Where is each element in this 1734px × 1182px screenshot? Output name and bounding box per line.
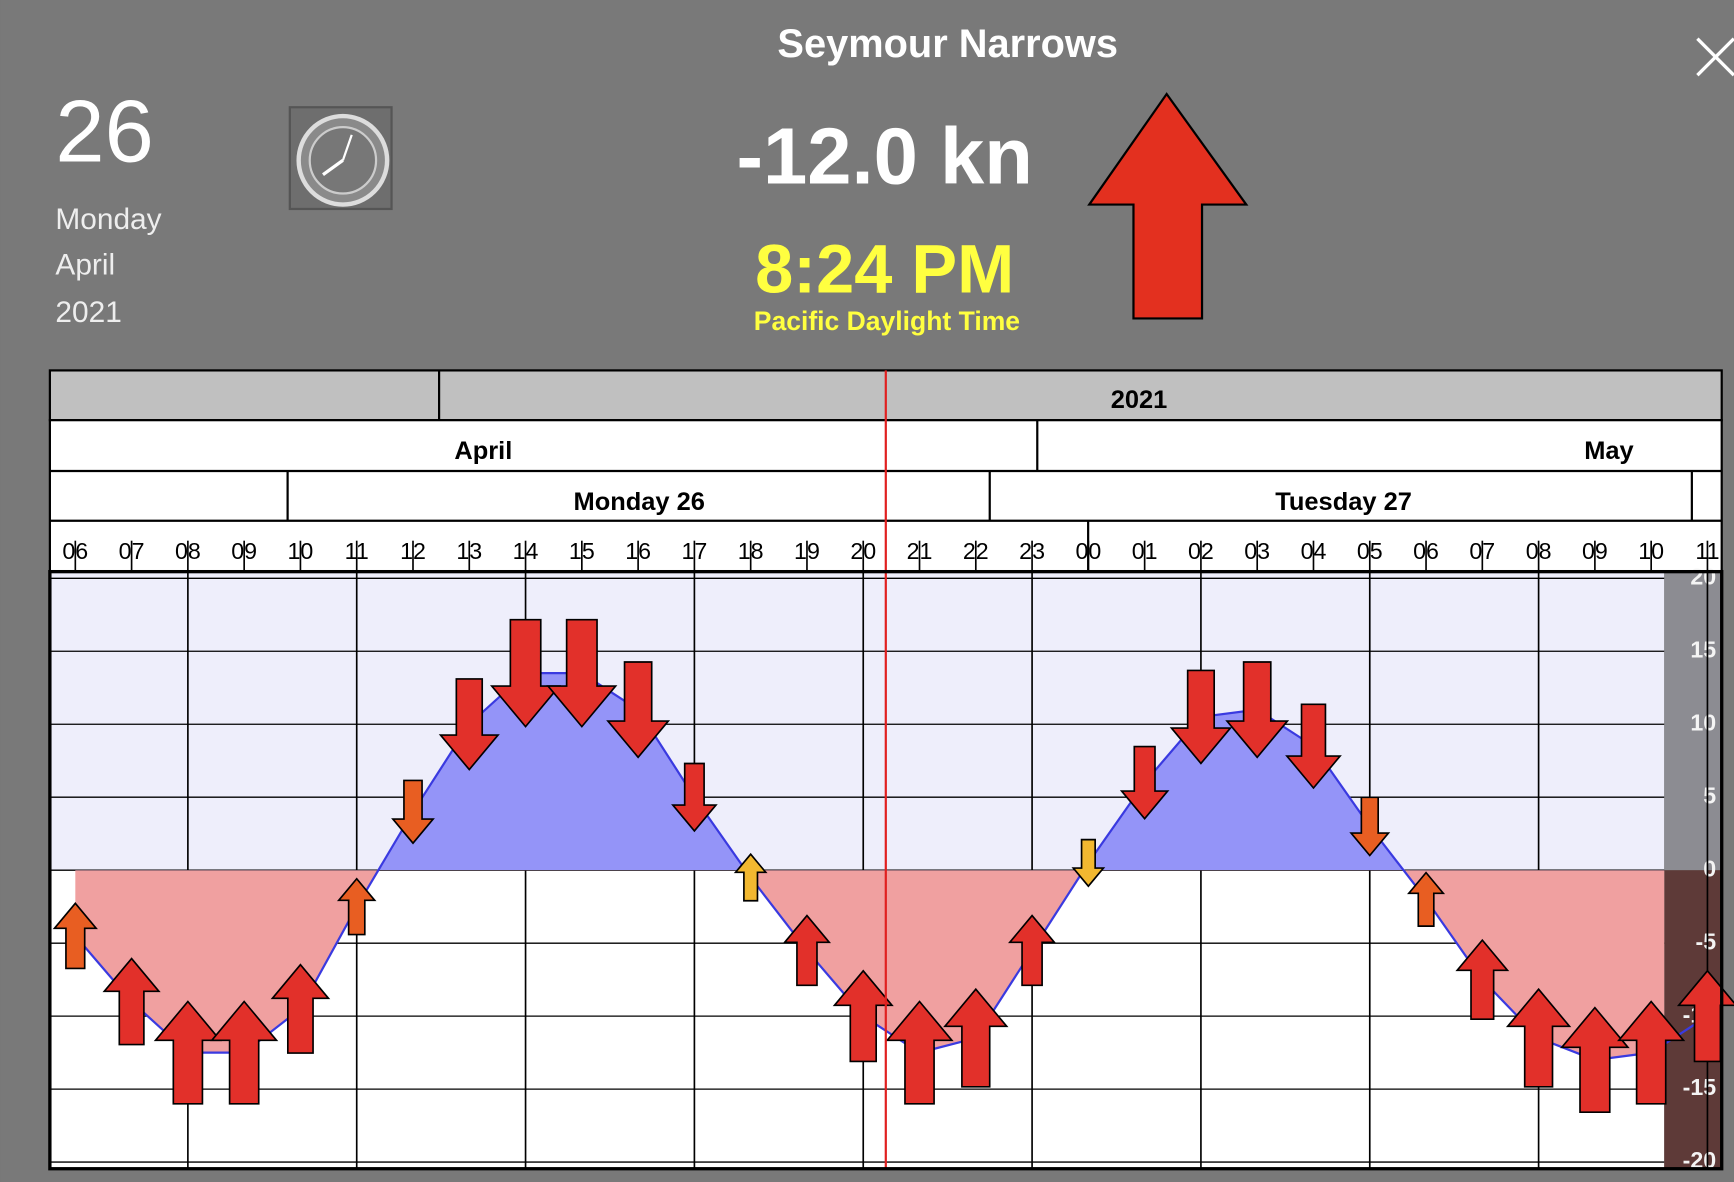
current-arrow [782,914,832,987]
current-arrow [1071,838,1106,888]
axis-strip [1664,571,1722,871]
y-tick-label: -5 [1696,928,1717,954]
timeline-year: 2021 [1111,386,1168,414]
x-tick-label: 03 [1244,538,1270,564]
current-arrow [438,678,500,771]
current-arrow [1560,1006,1630,1114]
current-arrow [1225,661,1290,759]
weekday: Monday [55,203,161,236]
x-tick-label: 04 [1301,538,1327,564]
x-tick-label: 10 [288,538,314,564]
x-tick-label: 20 [850,538,876,564]
y-tick-label: 20 [1690,563,1716,589]
y-tick-label: 15 [1690,636,1716,662]
x-tick-label: 13 [456,538,482,564]
y-tick-label: 0 [1703,855,1716,881]
clock-button[interactable] [288,106,393,211]
current-arrow [606,661,671,759]
day-number: 26 [55,82,153,181]
x-tick-label: 11 [1695,538,1719,564]
plot-frame [48,569,1724,1171]
current-arrow [1407,871,1446,927]
x-tick-label: 18 [738,538,764,564]
x-tick-label: 06 [1413,538,1439,564]
current-arrow [546,618,618,728]
time-zone: Pacific Daylight Time [754,306,1020,336]
x-tick-label: 07 [119,538,145,564]
flood-area [75,870,1665,1060]
current-time: 8:24 PM [755,230,1014,307]
timeline-day: Tuesday 27 [1275,488,1412,516]
timeline-day: Monday 26 [574,488,705,516]
x-tick-label: 15 [569,538,595,564]
current-arrow [1455,938,1510,1021]
current-arrow [52,902,98,970]
x-tick-label: 21 [907,538,933,564]
current-arrow [1505,987,1572,1088]
month: April [55,248,115,281]
x-tick-label: 08 [175,538,201,564]
timeline-month: April [454,437,512,465]
x-tick-label: 09 [1582,538,1608,564]
current-arrow [832,969,894,1063]
x-tick-label: 12 [400,538,426,564]
x-tick-label: 16 [625,538,651,564]
current-arrow [153,1000,222,1105]
x-tick-label: 05 [1357,538,1383,564]
current-arrow [1349,796,1391,857]
current-arrow [210,1000,279,1105]
current-arrow [490,618,562,728]
x-tick-label: 22 [963,538,989,564]
current-arrow [1119,745,1170,820]
x-tick-label: 10 [1638,538,1664,564]
ebb-zone [49,571,1665,871]
current-arrow [391,779,435,845]
current-arrow [671,762,718,833]
x-tick-label: 02 [1188,538,1214,564]
station-title: Seymour Narrows [777,22,1118,66]
x-tick-label: 19 [794,538,820,564]
current-arrow [102,957,161,1046]
current-arrow [1617,1000,1686,1105]
timeline-month: May [1584,437,1633,465]
x-tick-label: 14 [513,538,539,564]
current-arrow [270,963,331,1054]
current-arrow [336,877,377,936]
x-tick-label: 23 [1019,538,1045,564]
current-arrow [1169,669,1233,765]
y-tick-label: -15 [1683,1074,1717,1100]
x-tick-label: 07 [1469,538,1495,564]
close-button[interactable] [1696,37,1734,77]
year: 2021 [55,296,121,329]
x-tick-label: 17 [681,538,707,564]
current-arrow [885,1000,954,1105]
x-tick-label: 11 [345,538,369,564]
current-arrow [1285,703,1342,790]
x-tick-label: 09 [231,538,257,564]
current-arrow [733,852,768,902]
x-tick-label: 08 [1526,538,1552,564]
x-tick-label: 06 [62,538,88,564]
current-arrow [943,987,1009,1088]
direction-arrow [1087,92,1249,320]
y-tick-label: 5 [1703,782,1716,808]
x-tick-label: 00 [1075,538,1101,564]
current-speed: -12.0 kn [736,112,1032,201]
current-arrow [1008,914,1057,987]
y-tick-label: 10 [1690,709,1716,735]
x-tick-label: 01 [1132,538,1158,564]
